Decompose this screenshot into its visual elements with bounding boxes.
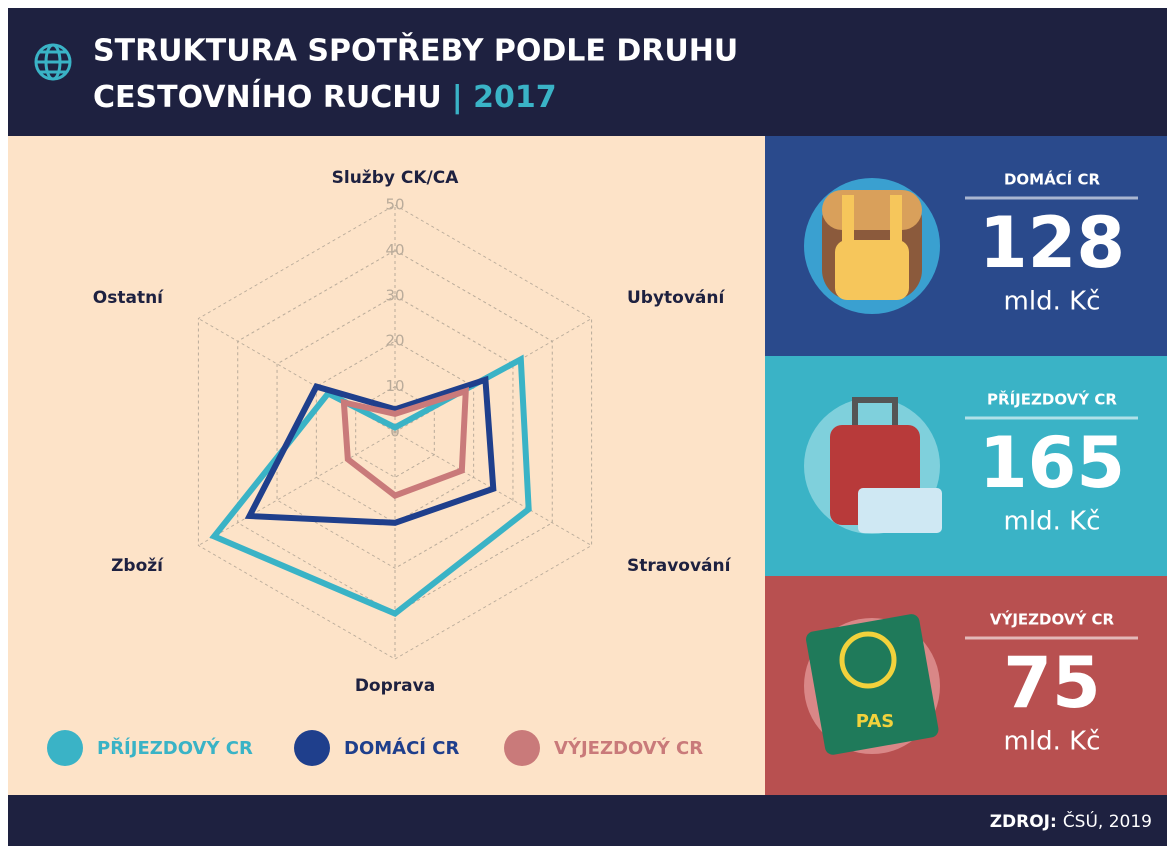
legend-marker [47, 730, 83, 766]
legend-marker [294, 730, 330, 766]
axis-line [198, 431, 396, 546]
axis-line [394, 431, 592, 546]
source-label: ZDROJ: [990, 812, 1057, 832]
source: ZDROJ: ČSÚ, 2019 [990, 810, 1152, 832]
legend-label: DOMÁCÍ CR [344, 737, 459, 759]
tick-label: 10 [385, 377, 404, 395]
tick-label: 50 [385, 196, 404, 214]
title-year: | 2017 [452, 80, 557, 115]
grid-ring [276, 295, 514, 569]
header [8, 8, 1167, 136]
suitcase-icon [804, 397, 942, 534]
category-label: Zboží [111, 556, 164, 576]
panel-label: DOMÁCÍ CR [1004, 170, 1101, 189]
title-line: CESTOVNÍHO RUCHU | 2017 [93, 79, 557, 115]
panel-value: 75 [1003, 642, 1100, 724]
source-text: ČSÚ, 2019 [1063, 810, 1152, 832]
globe-icon [34, 43, 72, 81]
tick-label: 0 [390, 423, 400, 441]
panel-value: 128 [979, 202, 1125, 284]
category-label: Ubytování [627, 288, 726, 308]
passport-label: PAS [856, 711, 894, 732]
category-label: Ostatní [93, 288, 164, 308]
tick-label: 30 [385, 286, 404, 304]
category-label: Stravování [627, 556, 732, 576]
category-label: Doprava [355, 676, 435, 696]
series-line [209, 354, 532, 618]
panel-unit: mld. Kč [1004, 287, 1101, 317]
chart-area [8, 136, 765, 795]
panel-unit: mld. Kč [1004, 507, 1101, 537]
backpack-icon [804, 178, 940, 314]
legend-label: PŘÍJEZDOVÝ CR [97, 737, 253, 759]
tick-label: 40 [385, 241, 404, 259]
legend-marker [504, 730, 540, 766]
panel-label: VÝJEZDOVÝ CR [990, 610, 1115, 629]
title-text: CESTOVNÍHO RUCHU [93, 79, 442, 115]
panel-value: 165 [979, 422, 1125, 504]
passport-icon: PAS [804, 614, 940, 755]
tick-label: 20 [385, 332, 404, 350]
title-line: STRUKTURA SPOTŘEBY PODLE DRUHU [93, 33, 738, 69]
series-line [244, 375, 497, 526]
grid-ring [197, 204, 593, 660]
category-label: Služby CK/CA [332, 168, 460, 188]
panel-unit: mld. Kč [1004, 727, 1101, 757]
series-line [340, 386, 469, 499]
footer [8, 795, 1167, 846]
legend-label: VÝJEZDOVÝ CR [554, 737, 703, 759]
panel-label: PŘÍJEZDOVÝ CR [987, 390, 1117, 409]
